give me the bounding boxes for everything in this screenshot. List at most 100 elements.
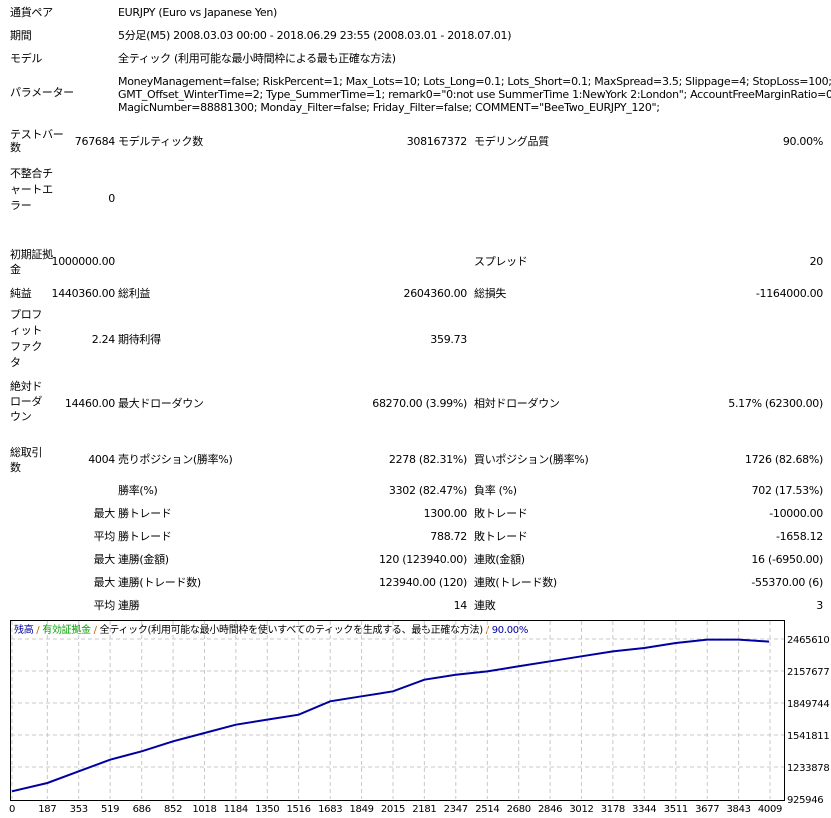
- symbol-label: 通貨ペア: [10, 6, 53, 19]
- row-label: 連敗: [474, 599, 496, 612]
- max-dd-label: 最大ドローダウン: [118, 397, 204, 410]
- row-label: 連勝: [118, 599, 140, 612]
- x-tick-label: 3511: [664, 804, 688, 815]
- row-prefix: 平均: [93, 530, 116, 543]
- row-label: 勝率(%): [118, 484, 158, 497]
- spread-value: 20: [809, 255, 824, 268]
- x-tick-label: 0: [9, 804, 15, 815]
- gross-loss-value: -1164000.00: [755, 287, 823, 300]
- row-label: 負率 (%): [474, 484, 517, 497]
- expected-value: 359.73: [430, 333, 467, 346]
- expected-label: 期待利得: [118, 333, 161, 346]
- row-label: 勝トレード: [118, 530, 172, 543]
- legend-equity: 有効証拠金: [42, 625, 91, 636]
- y-tick-label: 1233878: [787, 763, 829, 774]
- x-tick-label: 1018: [192, 804, 216, 815]
- row-label: 連敗(金額): [474, 553, 525, 566]
- chart-frame: [10, 620, 785, 801]
- pf-value: 2.24: [91, 333, 116, 346]
- legend-sep: /: [36, 625, 40, 636]
- symbol-value: EURJPY (Euro vs Japanese Yen): [118, 6, 277, 19]
- x-tick-label: 519: [101, 804, 119, 815]
- deposit-value: 1000000.00: [51, 255, 116, 268]
- x-tick-label: 2846: [538, 804, 562, 815]
- net-label: 純益: [10, 287, 32, 300]
- x-tick-label: 852: [164, 804, 182, 815]
- params-line: MoneyManagement=false; RiskPercent=1; Ma…: [118, 75, 831, 88]
- row-label: 連勝(金額): [118, 553, 169, 566]
- row-value: 16 (-6950.00): [751, 553, 823, 566]
- x-tick-label: 1350: [255, 804, 279, 815]
- x-tick-label: 2181: [412, 804, 436, 815]
- mismatch-value: 0: [108, 192, 115, 205]
- row-prefix: 最大: [93, 576, 116, 589]
- row-value: 120 (123940.00): [378, 553, 467, 566]
- x-tick-label: 3677: [695, 804, 719, 815]
- row-value: -10000.00: [769, 507, 823, 520]
- row-value: 3: [816, 599, 823, 612]
- x-tick-label: 3178: [601, 804, 625, 815]
- y-tick-label: 925946: [787, 795, 823, 806]
- x-tick-label: 3843: [726, 804, 750, 815]
- row-value: 123940.00 (120): [378, 576, 467, 589]
- legend-quality: 90.00%: [491, 625, 529, 636]
- row-label: 敗トレード: [474, 530, 528, 543]
- row-label: 連勝(トレード数): [118, 576, 201, 589]
- abs-dd-value: 14460.00: [64, 397, 115, 410]
- long-value: 1726 (82.68%): [744, 453, 823, 466]
- bars-label: テストバー数: [10, 128, 64, 154]
- ticks-value: 308167372: [406, 135, 468, 148]
- row-value: 702 (17.53%): [751, 484, 824, 497]
- period-value: 5分足(M5) 2008.03.03 00:00 - 2018.06.29 23…: [118, 29, 512, 42]
- quality-value: 90.00%: [782, 135, 823, 148]
- deposit-label: 初期証拠金: [10, 248, 53, 276]
- rel-dd-value: 5.17% (62300.00): [728, 397, 823, 410]
- legend-sep: /: [93, 625, 97, 636]
- y-tick-label: 2157677: [787, 667, 829, 678]
- x-tick-label: 1184: [224, 804, 248, 815]
- balance-line: [11, 638, 770, 793]
- gross-profit-label: 総利益: [118, 287, 151, 300]
- period-label: 期間: [10, 29, 32, 42]
- x-tick-label: 1683: [318, 804, 342, 815]
- quality-label: モデリング品質: [474, 135, 549, 148]
- bars-value: 767684: [74, 135, 116, 148]
- abs-dd-label: 絶対ドローダウン: [10, 380, 43, 423]
- x-tick-label: 2347: [444, 804, 468, 815]
- y-tick-label: 1541811: [787, 731, 829, 742]
- row-label: 敗トレード: [474, 507, 528, 520]
- row-value: -55370.00 (6): [751, 576, 823, 589]
- x-tick-label: 2514: [475, 804, 499, 815]
- gross-loss-label: 総損失: [474, 287, 507, 300]
- x-tick-label: 2680: [507, 804, 531, 815]
- row-prefix: 最大: [93, 507, 116, 520]
- max-dd-value: 68270.00 (3.99%): [372, 397, 467, 410]
- short-value: 2278 (82.31%): [388, 453, 467, 466]
- legend-model: 全ティック(利用可能な最小時間枠を使いすべてのティックを生成する、最も正確な方法…: [99, 625, 484, 636]
- row-value: 1300.00: [423, 507, 468, 520]
- x-tick-label: 3012: [569, 804, 593, 815]
- row-value: 3302 (82.47%): [388, 484, 467, 497]
- params-label: パラメーター: [10, 86, 74, 99]
- row-value: -1658.12: [775, 530, 823, 543]
- row-prefix: 最大: [93, 553, 116, 566]
- x-tick-label: 353: [70, 804, 88, 815]
- x-tick-label: 3344: [632, 804, 656, 815]
- model-label: モデル: [10, 52, 43, 65]
- mismatch-label: 不整合チャートエラー: [10, 167, 53, 212]
- x-tick-label: 1516: [287, 804, 311, 815]
- short-label: 売りポジション(勝率%): [118, 453, 233, 466]
- x-tick-label: 686: [133, 804, 151, 815]
- y-tick-label: 2465610: [787, 635, 829, 646]
- y-tick-label: 1849744: [787, 699, 829, 710]
- params-line: GMT_Offset_WinterTime=2; Type_SummerTime…: [118, 88, 831, 101]
- row-value: 788.72: [430, 530, 467, 543]
- x-tick-label: 1849: [349, 804, 373, 815]
- gross-profit-value: 2604360.00: [403, 287, 468, 300]
- row-label: 勝トレード: [118, 507, 172, 520]
- spread-label: スプレッド: [474, 255, 528, 268]
- row-value: 14: [453, 599, 468, 612]
- row-prefix: 平均: [93, 599, 116, 612]
- params-line: MagicNumber=88881300; Monday_Filter=fals…: [118, 101, 660, 114]
- legend-balance: 残高: [14, 625, 34, 636]
